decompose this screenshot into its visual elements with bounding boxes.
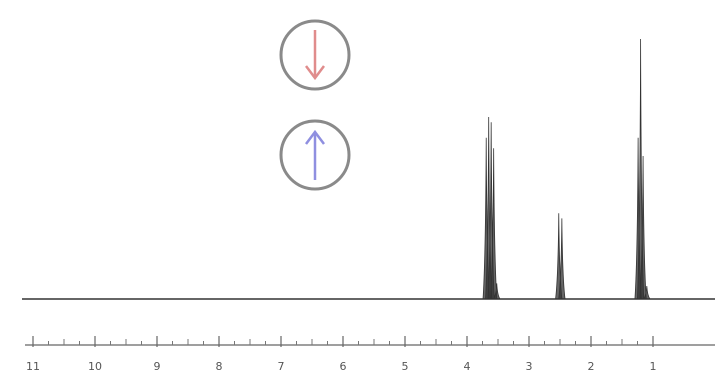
x-tick-label: 5 <box>402 360 409 373</box>
x-axis-ticks: 11 10 9 8 7 6 5 4 3 2 1 <box>26 336 657 373</box>
x-tick-label: 3 <box>526 360 533 373</box>
x-tick-label: 6 <box>340 360 347 373</box>
spectrum-peak <box>492 283 501 300</box>
down-arrow-icon <box>305 30 325 81</box>
x-tick-label: 8 <box>216 360 223 373</box>
x-tick-label: 1 <box>650 360 657 373</box>
spectrum-peak <box>558 218 566 300</box>
spin-down-indicator <box>279 19 351 91</box>
spectrum-peak <box>642 285 651 300</box>
x-tick-label: 10 <box>88 360 102 373</box>
spin-up-circle <box>279 119 351 191</box>
spectrum-peak <box>490 148 498 300</box>
spectrum-peaks <box>482 38 651 300</box>
x-tick-label: 4 <box>464 360 471 373</box>
up-arrow-icon <box>305 129 325 180</box>
spin-up-indicator <box>279 119 351 191</box>
x-tick-label: 7 <box>278 360 285 373</box>
x-tick-label: 2 <box>588 360 595 373</box>
x-tick-label: 11 <box>26 360 40 373</box>
x-tick-label: 9 <box>154 360 161 373</box>
spectrum-peak <box>639 155 647 300</box>
spin-down-circle <box>279 19 351 91</box>
